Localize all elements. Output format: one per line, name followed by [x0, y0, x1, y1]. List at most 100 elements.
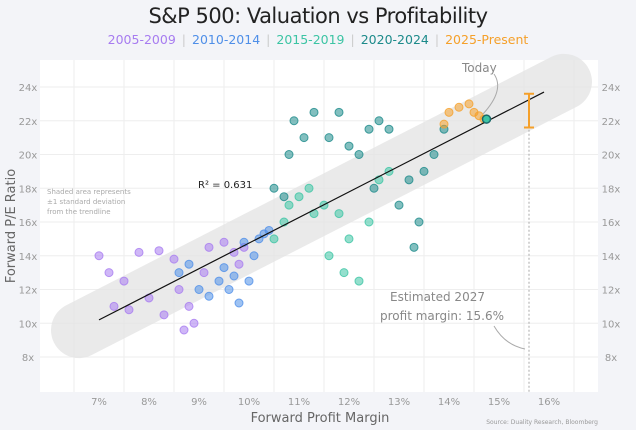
data-point [289, 116, 299, 126]
y-tick-label-right: 18x [602, 184, 621, 195]
data-point [324, 251, 334, 261]
data-point [184, 259, 194, 269]
x-tick-label: 14% [438, 397, 460, 408]
data-point [199, 268, 209, 278]
data-point [284, 200, 294, 210]
data-point [369, 183, 379, 193]
data-point [364, 217, 374, 227]
x-tick-label: 7% [91, 397, 107, 408]
data-point [324, 133, 334, 143]
x-tick-label: 8% [141, 397, 157, 408]
legend-item: 2015-2019 [276, 32, 345, 47]
data-point [269, 183, 279, 193]
legend-separator: | [181, 32, 187, 47]
x-tick-label: 9% [191, 397, 207, 408]
data-point [429, 150, 439, 159]
data-point [94, 251, 104, 261]
y-tick-label-right: 12x [602, 286, 621, 297]
data-point [439, 119, 449, 129]
data-point [339, 268, 349, 278]
estimate-arrow [493, 325, 526, 350]
data-point [269, 234, 279, 244]
data-point [124, 305, 134, 315]
data-point [299, 133, 309, 143]
y-tick-label-left: 16x [19, 218, 38, 229]
data-point [464, 99, 474, 109]
data-point [184, 301, 194, 311]
data-point [224, 285, 234, 294]
today-arrow [482, 73, 499, 115]
y-tick-label-left: 14x [19, 252, 38, 263]
data-point [279, 192, 289, 202]
y-tick-label-right: 16x [602, 218, 621, 229]
data-point [204, 242, 214, 252]
data-point [204, 291, 214, 301]
legend-separator: | [350, 32, 355, 47]
data-point [249, 251, 259, 261]
x-tick-label: 12% [338, 397, 360, 408]
y-tick-label-left: 18x [19, 184, 38, 195]
data-point [344, 234, 354, 244]
source-note: Source: Duality Research, Bloomberg [486, 419, 598, 426]
data-point [234, 298, 244, 308]
legend: 2005-2009 | 2010-2014 | 2015-2019 | 2020-2024 |… [0, 32, 636, 47]
x-tick-label: 11% [288, 397, 310, 408]
y-tick-label-right: 22x [602, 117, 621, 128]
band-note: ±1 standard deviation [47, 198, 125, 206]
y-tick-label-left: 22x [19, 117, 38, 128]
data-point [134, 247, 144, 257]
band-note: Shaded area represents [47, 188, 131, 196]
data-point [334, 209, 344, 219]
y-tick-label-left: 24x [19, 83, 38, 94]
today-label: Today [461, 61, 497, 75]
data-point [404, 175, 414, 185]
data-point [284, 150, 294, 159]
data-point [364, 124, 374, 134]
data-point [214, 276, 224, 286]
data-point [104, 268, 114, 278]
y-tick-label-right: 20x [602, 151, 621, 162]
data-point [444, 107, 454, 117]
data-point [174, 285, 184, 294]
data-point [419, 166, 429, 176]
data-point [244, 276, 254, 286]
data-point [234, 259, 244, 269]
y-tick-label-left: 20x [19, 151, 38, 162]
estimate-label-line2: profit margin: 15.6% [380, 309, 504, 323]
data-point [394, 200, 404, 210]
estimate-label-line1: Estimated 2027 [390, 290, 485, 304]
data-point [194, 285, 204, 294]
legend-item: 2005-2009 [107, 32, 176, 47]
x-tick-label: 10% [238, 397, 260, 408]
data-point [294, 192, 304, 202]
band-note: from the trendline [47, 208, 111, 216]
data-point [169, 254, 179, 264]
data-point [409, 242, 419, 252]
legend-item: 2025-Present [445, 32, 529, 47]
data-point [179, 325, 189, 335]
data-point [189, 318, 199, 328]
data-point [154, 246, 164, 256]
x-tick-label: 13% [388, 397, 410, 408]
y-tick-label-right: 8x [605, 353, 617, 364]
y-tick-label-left: 12x [19, 286, 38, 297]
data-point [109, 301, 119, 311]
data-point [304, 183, 314, 193]
y-tick-label-left: 10x [19, 319, 38, 330]
y-tick-label-left: 8x [22, 353, 34, 364]
data-point [354, 276, 364, 286]
data-point [174, 268, 184, 278]
y-axis-label: Forward P/E Ratio [4, 169, 19, 283]
legend-separator: | [434, 32, 440, 47]
legend-item: 2010-2014 [192, 32, 261, 47]
data-point [229, 271, 239, 281]
data-point [414, 217, 424, 227]
r-squared-label: R² = 0.631 [198, 180, 252, 191]
y-tick-label-right: 10x [602, 319, 621, 330]
legend-separator: | [266, 32, 271, 47]
data-point [219, 237, 229, 247]
data-point [384, 124, 394, 134]
data-point [309, 107, 319, 117]
data-point [344, 141, 354, 151]
